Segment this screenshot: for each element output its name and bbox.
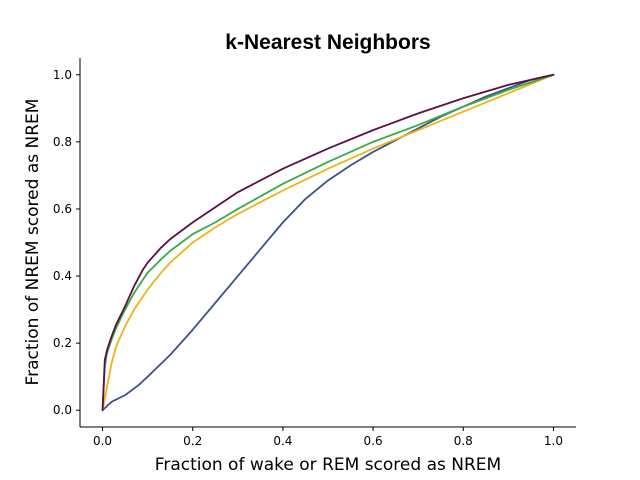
chart-title: k-Nearest Neighbors [225, 31, 430, 54]
y-tick-label: 0.4 [53, 269, 72, 283]
x-tick-label: 0.2 [183, 434, 202, 448]
series-line-4 [101, 73, 555, 412]
y-tick-label: 1.0 [53, 68, 72, 82]
y-tick-label: 0.2 [53, 336, 72, 350]
x-tick-label: 0.4 [273, 434, 292, 448]
x-tick-label: 0.8 [454, 434, 473, 448]
y-axis-label: Fraction of NREM scored as NREM [23, 99, 43, 386]
x-tick-label: 0.0 [93, 434, 112, 448]
series-line-2 [101, 73, 555, 412]
y-tick-label: 0.6 [53, 202, 72, 216]
y-tick-label: 0.8 [53, 135, 72, 149]
series-line-3 [101, 73, 555, 412]
y-tick-label: 0.0 [53, 403, 72, 417]
x-axis-label: Fraction of wake or REM scored as NREM [155, 455, 501, 475]
y-ticks-group: 0.0 0.2 0.4 0.6 0.8 1.0 [53, 68, 80, 417]
x-ticks-group: 0.0 0.2 0.4 0.6 0.8 1.0 [93, 427, 563, 448]
x-tick-label: 1.0 [544, 434, 563, 448]
x-tick-label: 0.6 [364, 434, 383, 448]
series-line-1 [101, 73, 555, 412]
curves-group [101, 73, 555, 412]
